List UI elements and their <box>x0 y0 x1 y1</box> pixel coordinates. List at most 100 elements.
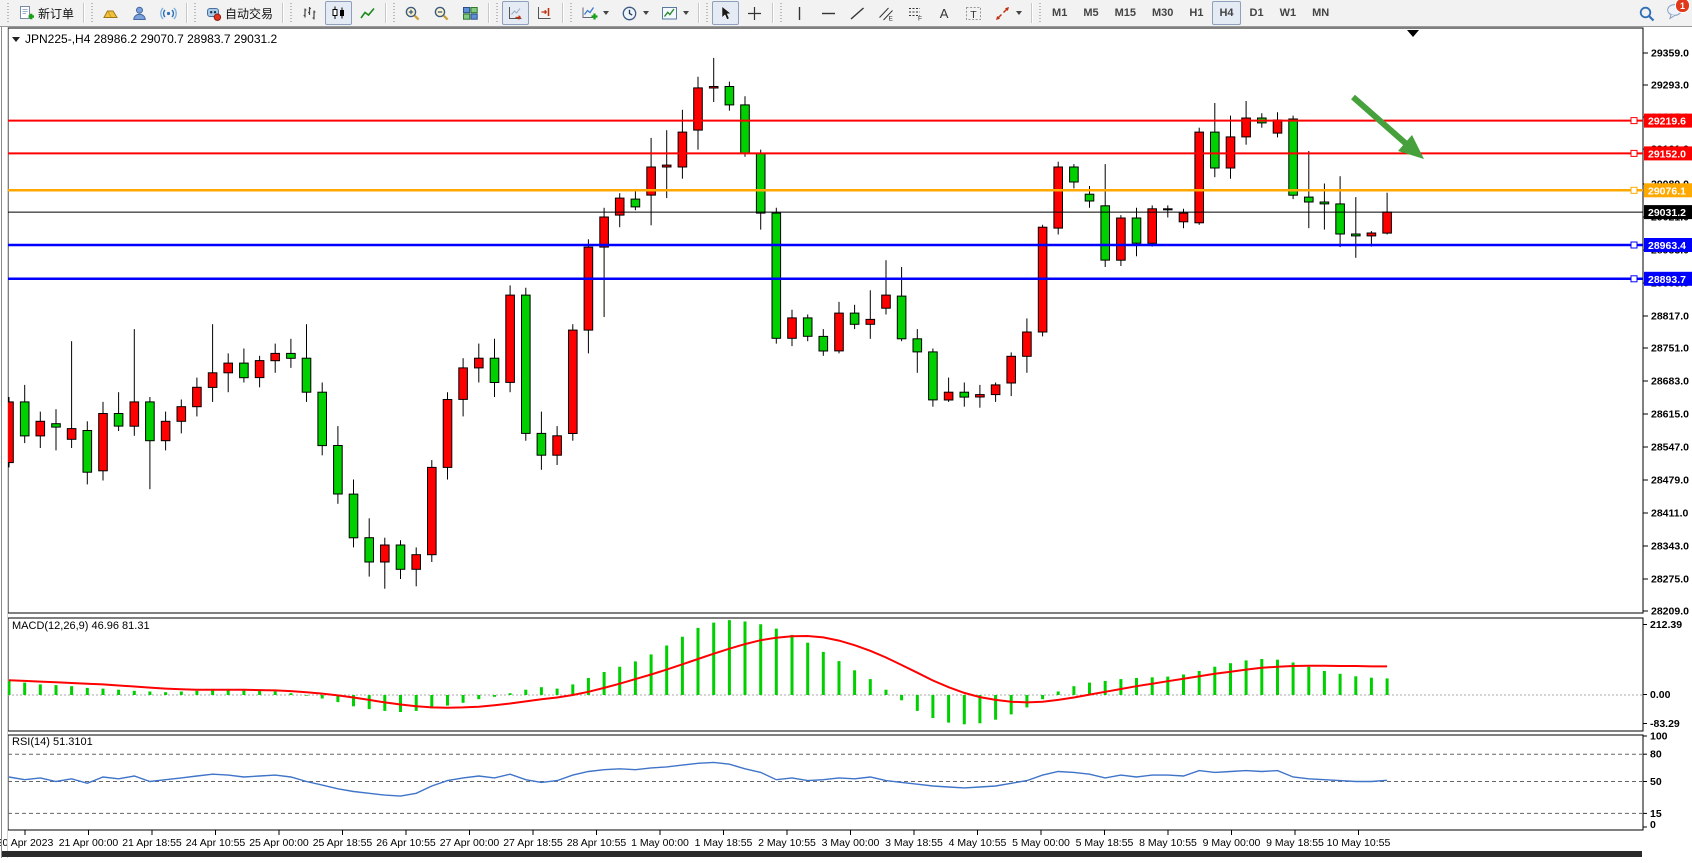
time-tick-label: 9 May 18:55 <box>1266 837 1324 849</box>
toolbar-drag-handle[interactable] <box>392 3 397 23</box>
tf-m1-button[interactable]: M1 <box>1052 7 1068 19</box>
rsi-scale-label: 50 <box>1650 776 1662 788</box>
time-tick-label: 3 May 00:00 <box>822 837 880 849</box>
profile-button[interactable] <box>126 1 153 25</box>
chat-button[interactable]: 1 <box>1666 0 1690 25</box>
autotrading-icon <box>205 5 222 22</box>
text-label-button[interactable]: T <box>960 1 987 25</box>
search-icon[interactable] <box>1638 5 1656 23</box>
horizontal-line-button[interactable] <box>815 1 842 25</box>
svg-text:F: F <box>918 15 922 22</box>
line-chart-button[interactable] <box>354 1 381 25</box>
annotation-arrow[interactable] <box>1351 94 1424 159</box>
tf-m30-button[interactable]: M30 <box>1152 7 1174 19</box>
crosshair-button[interactable] <box>741 1 768 25</box>
time-tick-label: 25 Apr 00:00 <box>249 837 309 849</box>
candlestick-chart-button[interactable] <box>325 1 353 25</box>
toolbar-drag-handle[interactable] <box>705 3 710 23</box>
hline-handle[interactable] <box>1630 117 1638 125</box>
fibonacci-icon: F <box>907 5 924 22</box>
hline-handle[interactable] <box>1630 149 1638 157</box>
main-panel[interactable] <box>7 27 1644 831</box>
tf-h4-button[interactable]: H4 <box>1212 1 1241 25</box>
toolbar-drag-handle[interactable] <box>779 3 784 23</box>
toolbar-drag-handle[interactable] <box>90 3 95 23</box>
templates-button[interactable] <box>656 1 694 25</box>
rsi-scale-label: 0 <box>1650 819 1656 831</box>
toolbar-drag-handle[interactable] <box>569 3 574 23</box>
chart-canvas[interactable]: 29359.029293.029227.029161.029089.029021… <box>0 27 1692 858</box>
fibonacci-button[interactable]: F <box>902 1 929 25</box>
vertical-line-button[interactable] <box>786 1 813 25</box>
toolbar-drag-handle[interactable] <box>289 3 294 23</box>
channel-button[interactable]: E <box>873 1 900 25</box>
template-icon <box>661 5 678 22</box>
current-price-label: 29031.2 <box>1648 207 1686 219</box>
macd-signal-line <box>8 634 1388 709</box>
hline-handle[interactable] <box>1630 186 1638 194</box>
toolbar-separator <box>772 3 775 23</box>
zoom-in-button[interactable] <box>399 1 426 25</box>
periods-button[interactable] <box>616 1 654 25</box>
toolbar-drag-handle[interactable] <box>6 3 10 23</box>
tf-mn-button[interactable]: MN <box>1312 7 1330 19</box>
hline-handle[interactable] <box>1630 241 1638 249</box>
svg-text:A: A <box>940 6 949 21</box>
zoom-out-icon <box>433 5 450 22</box>
rsi-scale-label: 15 <box>1650 808 1662 820</box>
notification-badge: 1 <box>1675 0 1690 13</box>
price-tag-label: 28963.4 <box>1648 240 1686 252</box>
time-tick-label: 21 Apr 00:00 <box>59 837 119 849</box>
time-tick-label: 9 May 00:00 <box>1203 837 1261 849</box>
price-tag-label: 29219.6 <box>1648 116 1686 128</box>
text-button[interactable]: A <box>931 1 958 25</box>
chart-shift-button[interactable] <box>531 1 558 25</box>
auto-scroll-button[interactable] <box>502 1 530 25</box>
time-tick-label: 5 May 00:00 <box>1012 837 1070 849</box>
new-order-button[interactable]: 新订单 <box>13 1 79 25</box>
time-tick-label: 1 May 00:00 <box>631 837 689 849</box>
toolbar-separator <box>1031 3 1034 23</box>
indicators-button[interactable] <box>576 1 614 25</box>
clock-icon <box>621 5 638 22</box>
toolbar-drag-handle[interactable] <box>1038 3 1043 23</box>
signals-button[interactable] <box>155 1 182 25</box>
rsi-panel[interactable] <box>7 734 1644 831</box>
rsi-indicator-label: RSI(14) 51.3101 <box>12 736 93 748</box>
tf-m15-button[interactable]: M15 <box>1114 7 1136 19</box>
tile-windows-button[interactable] <box>457 1 484 25</box>
chart-shift-marker[interactable] <box>1407 30 1419 37</box>
rsi-line <box>8 761 1388 797</box>
chart-title-text: JPN225-,H4 28986.2 29070.7 28983.7 29031… <box>25 32 278 46</box>
tf-h1-button[interactable]: H1 <box>1189 7 1204 19</box>
trendline-button[interactable] <box>844 1 871 25</box>
toolbar-drag-handle[interactable] <box>193 3 198 23</box>
autotrading-button[interactable]: 自动交易 <box>200 1 278 25</box>
signals-icon <box>160 5 177 22</box>
macd-panel[interactable] <box>7 617 1644 732</box>
price-tick-label: 28479.0 <box>1651 475 1689 487</box>
zoom-out-button[interactable] <box>428 1 455 25</box>
bar-chart-button[interactable] <box>296 1 323 25</box>
arrows-button[interactable] <box>989 1 1027 25</box>
time-tick-label: 27 Apr 18:55 <box>503 837 563 849</box>
horizontal-scrollbar[interactable] <box>2 851 1642 857</box>
price-tag-label: 29076.1 <box>1648 185 1686 197</box>
tf-d1-button[interactable]: D1 <box>1249 7 1264 19</box>
text-icon: A <box>936 5 953 22</box>
zoom-in-icon <box>404 5 421 22</box>
macd-indicator-label: MACD(12,26,9) 46.96 81.31 <box>12 620 150 632</box>
macd-scale-label: 0.00 <box>1650 689 1671 701</box>
chevron-down-icon[interactable] <box>12 36 20 42</box>
gold-button[interactable] <box>97 1 124 25</box>
horizontal-lines[interactable] <box>8 117 1643 283</box>
price-tick-label: 28209.0 <box>1651 606 1689 618</box>
tf-w1-button[interactable]: W1 <box>1279 7 1297 19</box>
time-tick-label: 2 May 10:55 <box>758 837 816 849</box>
price-axis: 29359.029293.029227.029161.029089.029021… <box>1643 48 1689 618</box>
cursor-button[interactable] <box>712 1 740 25</box>
tf-m5-button[interactable]: M5 <box>1083 7 1099 19</box>
toolbar-drag-handle[interactable] <box>495 3 500 23</box>
price-tick-label: 29293.0 <box>1651 80 1689 92</box>
hline-handle[interactable] <box>1630 275 1638 283</box>
